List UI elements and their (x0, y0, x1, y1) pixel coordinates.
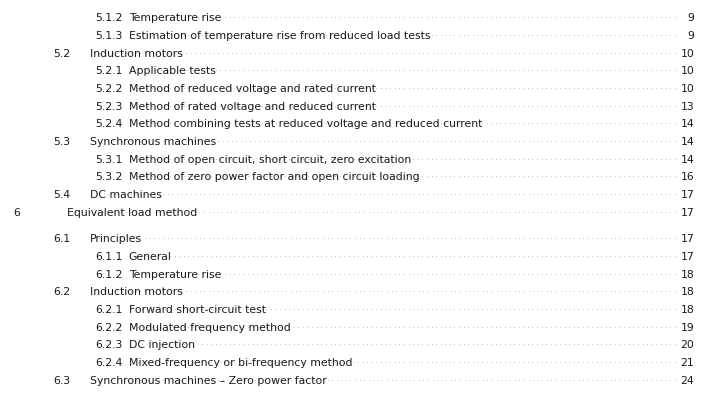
Text: DC injection: DC injection (129, 339, 195, 349)
Text: Synchronous machines – Zero power factor: Synchronous machines – Zero power factor (90, 375, 327, 384)
Text: Method of rated voltage and reduced current: Method of rated voltage and reduced curr… (129, 101, 376, 111)
Text: 18: 18 (680, 286, 694, 297)
Text: Temperature rise: Temperature rise (129, 13, 221, 23)
Text: 9: 9 (688, 13, 694, 23)
Text: Forward short-circuit test: Forward short-circuit test (129, 304, 266, 314)
Text: 18: 18 (680, 304, 694, 314)
Text: 24: 24 (680, 375, 694, 384)
Text: 6.2: 6.2 (53, 286, 70, 297)
Text: Temperature rise: Temperature rise (129, 269, 221, 279)
Text: Principles: Principles (90, 234, 142, 243)
Text: Equivalent load method: Equivalent load method (67, 207, 197, 217)
Text: Method of zero power factor and open circuit loading: Method of zero power factor and open cir… (129, 172, 419, 182)
Text: Modulated frequency method: Modulated frequency method (129, 322, 290, 332)
Text: DC machines: DC machines (90, 189, 162, 200)
Text: 21: 21 (680, 357, 694, 367)
Text: 5.2.4: 5.2.4 (95, 119, 123, 129)
Text: 5.2.1: 5.2.1 (95, 66, 123, 76)
Text: 5.2: 5.2 (53, 48, 70, 58)
Text: Synchronous machines: Synchronous machines (90, 137, 217, 146)
Text: 14: 14 (680, 119, 694, 129)
Text: 13: 13 (680, 101, 694, 111)
Text: 6.1.2: 6.1.2 (95, 269, 123, 279)
Text: 6.1.1: 6.1.1 (95, 251, 123, 261)
Text: Method of open circuit, short circuit, zero excitation: Method of open circuit, short circuit, z… (129, 154, 411, 164)
Text: 17: 17 (680, 207, 694, 217)
Text: 14: 14 (680, 154, 694, 164)
Text: Induction motors: Induction motors (90, 48, 183, 58)
Text: 5.3.2: 5.3.2 (95, 172, 123, 182)
Text: 17: 17 (680, 234, 694, 243)
Text: Method combining tests at reduced voltage and reduced current: Method combining tests at reduced voltag… (129, 119, 482, 129)
Text: General: General (129, 251, 171, 261)
Text: 5.3: 5.3 (53, 137, 70, 146)
Text: 16: 16 (680, 172, 694, 182)
Text: 17: 17 (680, 251, 694, 261)
Text: 5.4: 5.4 (53, 189, 70, 200)
Text: 6.1: 6.1 (53, 234, 70, 243)
Text: 17: 17 (680, 189, 694, 200)
Text: 6.2.2: 6.2.2 (95, 322, 123, 332)
Text: 20: 20 (680, 339, 694, 349)
Text: 9: 9 (688, 31, 694, 41)
Text: Method of reduced voltage and rated current: Method of reduced voltage and rated curr… (129, 84, 376, 94)
Text: 10: 10 (680, 66, 694, 76)
Text: 18: 18 (680, 269, 694, 279)
Text: 5.1.3: 5.1.3 (95, 31, 123, 41)
Text: 6.2.1: 6.2.1 (95, 304, 123, 314)
Text: 6.2.4: 6.2.4 (95, 357, 123, 367)
Text: 19: 19 (680, 322, 694, 332)
Text: Induction motors: Induction motors (90, 286, 183, 297)
Text: 14: 14 (680, 137, 694, 146)
Text: 10: 10 (680, 48, 694, 58)
Text: 6: 6 (13, 207, 19, 217)
Text: 5.1.2: 5.1.2 (95, 13, 123, 23)
Text: 10: 10 (680, 84, 694, 94)
Text: Mixed-frequency or bi-frequency method: Mixed-frequency or bi-frequency method (129, 357, 352, 367)
Text: 5.2.2: 5.2.2 (95, 84, 123, 94)
Text: 5.2.3: 5.2.3 (95, 101, 123, 111)
Text: Applicable tests: Applicable tests (129, 66, 216, 76)
Text: 5.3.1: 5.3.1 (95, 154, 123, 164)
Text: 6.2.3: 6.2.3 (95, 339, 123, 349)
Text: Estimation of temperature rise from reduced load tests: Estimation of temperature rise from redu… (129, 31, 430, 41)
Text: 6.3: 6.3 (53, 375, 70, 384)
